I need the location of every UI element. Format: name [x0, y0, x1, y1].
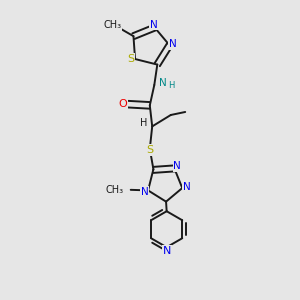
- Text: N: N: [173, 161, 181, 171]
- Text: O: O: [118, 99, 127, 109]
- Text: N: N: [169, 39, 177, 49]
- Text: H: H: [140, 118, 148, 128]
- Text: H: H: [169, 81, 175, 90]
- Text: CH₃: CH₃: [103, 20, 122, 30]
- Text: S: S: [146, 146, 153, 155]
- Text: N: N: [150, 20, 158, 30]
- Text: N: N: [163, 246, 171, 256]
- Text: CH₃: CH₃: [106, 185, 124, 195]
- Text: N: N: [141, 187, 148, 196]
- Text: N: N: [159, 79, 167, 88]
- Text: N: N: [183, 182, 190, 192]
- Text: S: S: [127, 54, 134, 64]
